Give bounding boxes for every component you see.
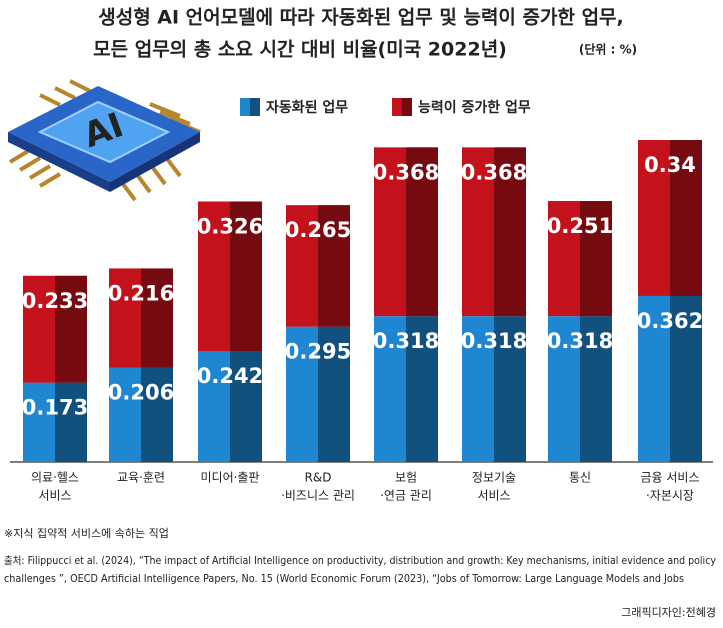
data-label: 0.368 <box>373 160 439 184</box>
bar-shade <box>141 268 173 368</box>
x-tick-label: 서비스 <box>38 489 71 503</box>
data-label: 0.362 <box>637 309 703 333</box>
bar-segment <box>109 367 173 462</box>
bar-shade <box>55 275 87 383</box>
x-tick-label: ·비즈니스 관리 <box>281 489 355 503</box>
bar-shade <box>318 205 350 327</box>
bar-segment <box>198 201 262 352</box>
bar-shade <box>318 326 350 462</box>
legend-swatch <box>402 98 412 116</box>
bar-segment <box>198 351 262 462</box>
x-tick-label: 서비스 <box>477 489 510 503</box>
bar-segment <box>462 316 526 462</box>
bar-shade <box>406 147 438 317</box>
x-tick-label: 통신 <box>569 471 591 485</box>
data-label: 0.318 <box>547 329 613 353</box>
bar-segment <box>23 382 87 462</box>
data-label: 0.326 <box>197 214 263 238</box>
legend-swatch <box>392 98 402 116</box>
bar-shade <box>580 201 612 317</box>
legend-swatch <box>240 98 250 116</box>
bar-shade <box>230 201 262 352</box>
source: challenges ”, OECD Artificial Intelligen… <box>4 573 684 585</box>
bar-segment <box>23 275 87 383</box>
bar-segment <box>548 316 612 462</box>
legend-swatch-shade <box>250 98 260 116</box>
x-tick-label: 교육·훈련 <box>117 471 165 485</box>
data-label: 0.318 <box>373 329 439 353</box>
legend-label: 능력이 증가한 업무 <box>418 99 531 116</box>
x-tick-label: 미디어·출판 <box>200 471 259 485</box>
bar-shade <box>494 316 526 462</box>
bar-segment <box>374 147 438 317</box>
bar-shade <box>494 147 526 317</box>
data-label: 0.265 <box>285 218 351 242</box>
legend-swatch-shade <box>402 98 412 116</box>
data-label: 0.206 <box>108 381 174 405</box>
x-tick-label: R&D <box>305 471 332 485</box>
chart-title: 생성형 AI 언어모델에 따라 자동화된 업무 및 능력이 증가한 업무, <box>98 7 624 29</box>
bar-segment <box>548 201 612 317</box>
bar-shade <box>55 382 87 462</box>
x-tick-label: 의료·헬스 <box>31 471 79 485</box>
bar-segment <box>638 140 702 296</box>
bar-shade <box>406 316 438 462</box>
note: ※지식 집약적 서비스에 속하는 직업 <box>4 526 169 540</box>
legend-label: 자동화된 업무 <box>266 99 348 116</box>
data-label: 0.233 <box>22 289 88 313</box>
unit: (단위 : %) <box>579 42 637 57</box>
chart-title: 모든 업무의 총 소요 시간 대비 비율(미국 2022년) <box>93 39 507 61</box>
x-tick-label: ·연금 관리 <box>380 489 432 503</box>
bar-shade <box>141 367 173 462</box>
x-tick-label: 정보기술 <box>472 471 516 485</box>
bar-segment <box>374 316 438 462</box>
bar-shade <box>580 316 612 462</box>
data-label: 0.318 <box>461 329 527 353</box>
data-label: 0.295 <box>285 340 351 364</box>
data-label: 0.34 <box>644 153 696 177</box>
bar-segment <box>109 268 173 368</box>
data-label: 0.242 <box>197 364 263 388</box>
x-tick-label: 금융 서비스 <box>640 471 699 485</box>
bar-shade <box>670 140 702 296</box>
bar-segment <box>638 295 702 462</box>
bar-segment <box>286 326 350 462</box>
data-label: 0.368 <box>461 160 527 184</box>
source: 출처: Filippucci et al. (2024), “The impac… <box>4 555 716 567</box>
bar-shade <box>230 351 262 462</box>
x-tick-label: 보험 <box>395 471 417 485</box>
ai-chip-illustration: AI <box>8 79 201 202</box>
bar-shade <box>670 295 702 462</box>
bar-segment <box>462 147 526 317</box>
legend-swatch <box>250 98 260 116</box>
data-label: 0.216 <box>108 281 174 305</box>
data-label: 0.173 <box>22 396 88 420</box>
data-label: 0.251 <box>547 214 613 238</box>
credit: 그래픽디자인:전혜경 <box>621 606 716 619</box>
bar-segment <box>286 205 350 327</box>
x-tick-label: ·자본시장 <box>646 489 694 503</box>
